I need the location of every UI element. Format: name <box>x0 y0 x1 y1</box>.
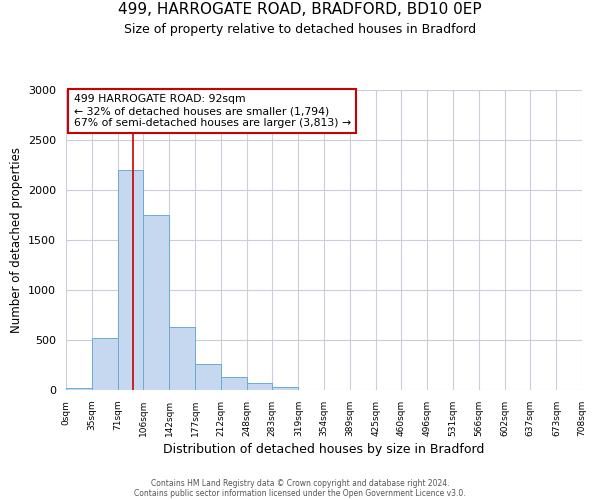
Text: 499 HARROGATE ROAD: 92sqm
← 32% of detached houses are smaller (1,794)
67% of se: 499 HARROGATE ROAD: 92sqm ← 32% of detac… <box>74 94 351 128</box>
Text: 499, HARROGATE ROAD, BRADFORD, BD10 0EP: 499, HARROGATE ROAD, BRADFORD, BD10 0EP <box>118 2 482 18</box>
Bar <box>118 170 143 390</box>
Text: Distribution of detached houses by size in Bradford: Distribution of detached houses by size … <box>163 442 485 456</box>
Text: Size of property relative to detached houses in Bradford: Size of property relative to detached ho… <box>124 22 476 36</box>
Bar <box>169 326 195 390</box>
Bar <box>221 377 247 390</box>
Bar <box>143 215 169 390</box>
Bar <box>272 387 298 390</box>
Text: Contains HM Land Registry data © Crown copyright and database right 2024.: Contains HM Land Registry data © Crown c… <box>151 479 449 488</box>
Text: Contains public sector information licensed under the Open Government Licence v3: Contains public sector information licen… <box>134 489 466 498</box>
Y-axis label: Number of detached properties: Number of detached properties <box>10 147 23 333</box>
Bar <box>66 388 92 390</box>
Bar <box>195 364 221 390</box>
Bar <box>92 338 118 390</box>
Bar <box>247 383 272 390</box>
